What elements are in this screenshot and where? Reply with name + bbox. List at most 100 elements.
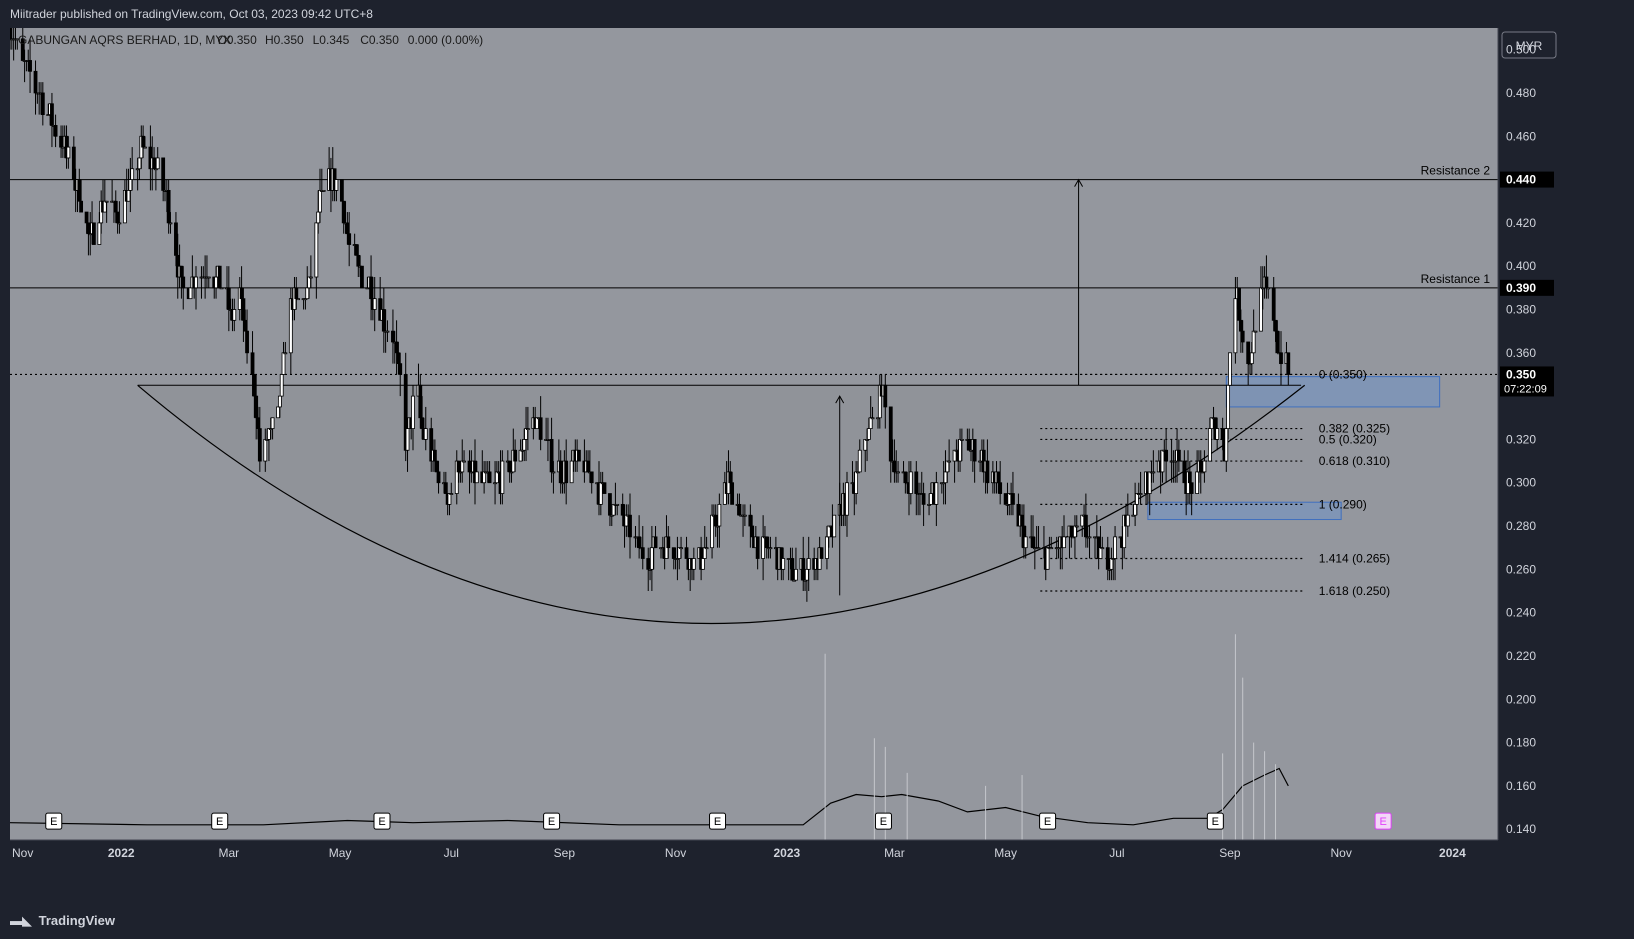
candle-body-2023-09-26 (1273, 319, 1278, 332)
candle-body-2023-02-03 (845, 482, 849, 516)
candle-body-2022-08-19 (538, 417, 543, 440)
candle-body-2023-03-21 (928, 493, 933, 505)
measured-move-arrowhead-0 (835, 395, 845, 404)
candle-body-2023-03-29 (943, 471, 948, 484)
candle-body-2022-05-27 (385, 330, 390, 333)
candle-body-2022-09-30 (615, 503, 620, 506)
candle-body-2022-04-07 (294, 287, 299, 300)
candle-body-2022-12-21 (764, 536, 769, 549)
candle-body-2022-06-01 (394, 341, 399, 354)
x-tick-12: Nov (1331, 846, 1352, 860)
candle-body-2022-06-14 (418, 384, 423, 419)
candle-body-2022-10-19 (649, 547, 654, 570)
earnings-marker-label-6: E (1044, 816, 1051, 828)
candle-body-2023-07-12 (1135, 493, 1139, 505)
legend-item-0: GABUNGAN AQRS BERHAD, 1D, MYX (18, 33, 231, 47)
fib-label-2: 0.5 (0.320) (1319, 432, 1377, 446)
measured-move-arrowhead-1 (1074, 178, 1084, 187)
candle-body-2022-01-24 (161, 157, 166, 191)
candle-body-2023-03-07 (903, 471, 908, 484)
countdown-label: 07:22:09 (1504, 383, 1547, 395)
candle-body-2022-07-19 (482, 471, 487, 484)
x-tick-3: May (329, 846, 352, 860)
candle-body-2023-05-24 (1045, 547, 1050, 570)
candle-body-2022-08-10 (522, 439, 527, 451)
candle-body-2023-08-16 (1198, 460, 1203, 473)
candle-body-2022-06-02 (396, 352, 401, 365)
currency-badge (1501, 31, 1557, 59)
candle-body-2023-01-24 (826, 525, 831, 538)
candle-body-2022-02-08 (188, 287, 193, 300)
candle-body-2022-10-21 (653, 536, 658, 549)
candle-body-2021-12-03 (66, 146, 71, 159)
candle-body-2022-11-23 (713, 514, 718, 527)
x-tick-11: Sep (1219, 846, 1241, 860)
earnings-marker-2 (373, 812, 391, 830)
x-tick-0: Nov (12, 846, 33, 860)
currency-label: MYR (1516, 39, 1543, 53)
y-tick-3: 0.420 (1506, 216, 1536, 230)
y-tick-8: 0.300 (1506, 476, 1536, 490)
candle-body-2023-09-14 (1251, 330, 1256, 354)
candle-body-2022-10-05 (624, 514, 629, 527)
candle-body-2022-10-17 (646, 558, 651, 570)
y-tick-6: 0.360 (1506, 346, 1536, 360)
candle-body-2023-04-21 (985, 460, 990, 484)
candle-body-2023-02-16 (868, 417, 873, 429)
candle-body-2022-06-23 (434, 460, 439, 473)
candle-body-2023-09-13 (1249, 352, 1254, 365)
candle-body-2022-03-30 (279, 374, 284, 397)
candle-body-2022-03-09 (241, 298, 246, 321)
volume-ma-line (10, 767, 1289, 826)
earnings-marker-8 (1374, 812, 1392, 830)
earnings-marker-label-2: E (378, 816, 385, 828)
candle-body-2023-03-01 (892, 460, 897, 473)
x-tick-7: 2023 (773, 846, 800, 860)
candle-body-2021-11-15 (33, 70, 38, 94)
time-axis-panel (10, 840, 1498, 903)
candle-body-2023-09-11 (1246, 341, 1251, 365)
candle-body-2021-12-06 (71, 146, 76, 180)
fib-label-1: 0.382 (0.325) (1319, 422, 1390, 436)
price-chart[interactable]: Resistance 2 Resistance 1 0 (0.350) 0.382 (… (10, 28, 1560, 903)
candle-body-2022-05-30 (391, 330, 395, 343)
x-tick-13: 2024 (1439, 846, 1466, 860)
candle-body-2022-10-03 (620, 503, 625, 516)
resistance-label-1: Resistance 2 (1421, 164, 1491, 178)
candle-body-2022-04-22 (321, 189, 326, 192)
candle-body-2022-01-31 (174, 222, 178, 256)
tradingview-brand[interactable]: ▬◣ TradingView (10, 903, 115, 939)
price-axis-panel (1498, 28, 1560, 903)
candle-body-2022-03-21 (263, 439, 268, 462)
publish-header: Miitrader published on TradingView.com, … (0, 0, 1634, 28)
earnings-marker-1 (211, 812, 229, 830)
y-tick-16: 0.140 (1506, 822, 1536, 836)
candle-body-2021-11-12 (28, 60, 32, 72)
candle-body-2021-12-31 (117, 222, 122, 225)
candle-body-2022-10-31 (671, 547, 676, 559)
candle-body-2022-08-25 (549, 439, 554, 473)
candle-body-2022-06-03 (398, 363, 403, 375)
candle-body-2022-11-04 (679, 547, 683, 550)
candle-body-2023-02-24 (883, 384, 888, 408)
chart-container[interactable]: Resistance 2 Resistance 1 0 (0.350) 0.382 (… (10, 28, 1560, 903)
candle-body-2023-09-18 (1259, 287, 1263, 332)
candle-body-2022-06-07 (405, 428, 410, 451)
candle-body-2021-11-19 (40, 92, 45, 116)
candle-body-2022-12-12 (748, 514, 753, 527)
candle-body-2023-04-07 (959, 439, 964, 441)
candle-body-2023-08-31 (1226, 384, 1231, 429)
candle-body-2023-07-19 (1147, 471, 1152, 494)
candle-body-2023-09-04 (1233, 298, 1238, 354)
candle-body-2022-05-18 (369, 276, 373, 300)
candle-body-2022-11-21 (710, 514, 714, 549)
candle-body-2022-02-25 (219, 287, 224, 290)
candle-body-2023-01-04 (790, 558, 795, 581)
y-tick-2: 0.460 (1506, 129, 1536, 143)
candle-body-2022-01-28 (168, 222, 173, 225)
candle-body-2022-01-14 (143, 146, 147, 149)
x-tick-6: Nov (665, 846, 686, 860)
candle-body-2022-12-13 (750, 525, 755, 538)
candle-body-2023-06-06 (1069, 525, 1074, 538)
candle-body-2021-12-20 (97, 222, 102, 245)
